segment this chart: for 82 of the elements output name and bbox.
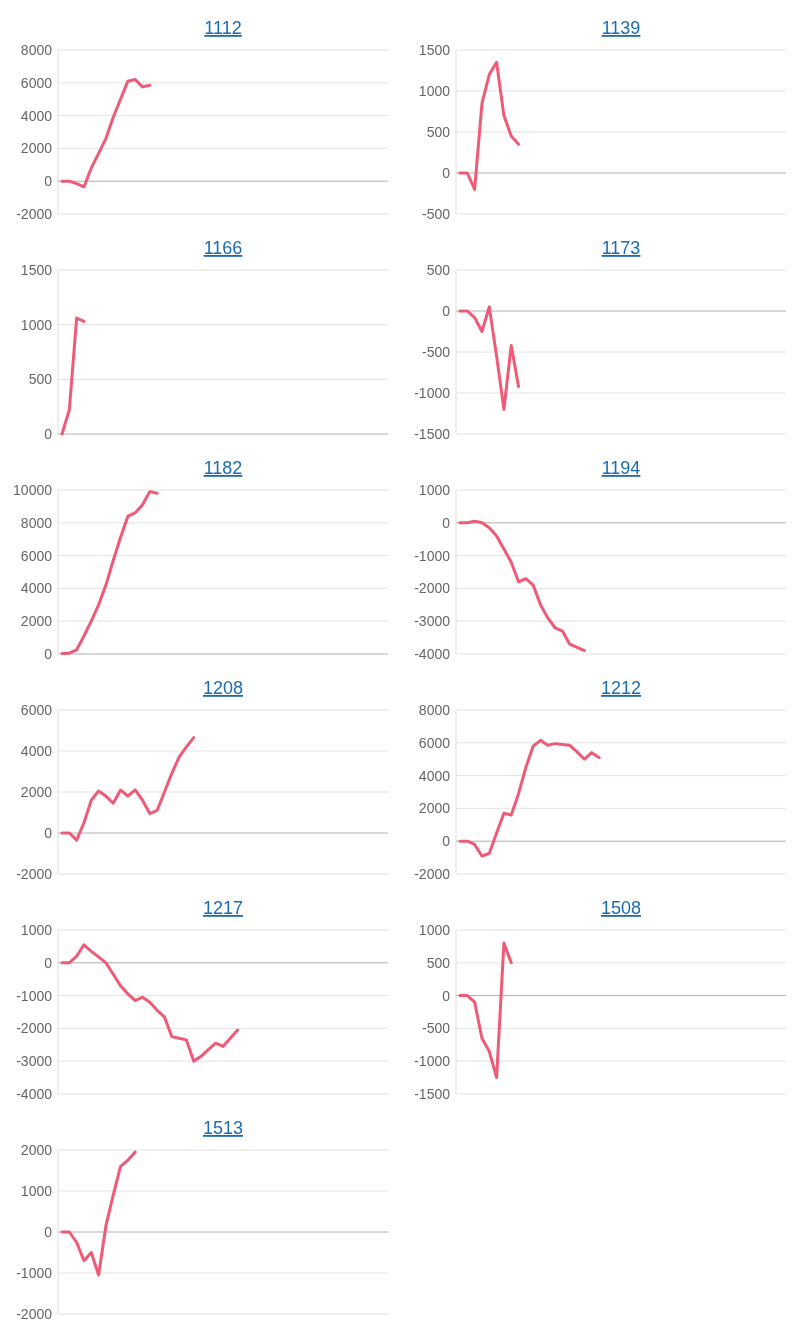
line-series: [458, 60, 521, 191]
y-tick-label: 500: [426, 954, 451, 971]
y-tick-label: 1000: [418, 82, 451, 99]
y-tick-label: -2000: [16, 205, 53, 222]
y-tick-label: 6000: [20, 547, 53, 564]
chart-title: 1173: [601, 238, 641, 258]
line-series: [60, 1150, 137, 1277]
y-tick-label: 2000: [418, 800, 451, 817]
chart-title: 1194: [601, 458, 641, 478]
y-tick-label: 6000: [20, 74, 53, 91]
y-tick-label: 0: [44, 645, 53, 662]
y-tick-label: 500: [426, 123, 451, 140]
chart-title: 1139: [601, 18, 641, 38]
line-series: [60, 943, 240, 1063]
chart-title: 1112: [204, 18, 242, 38]
y-tick-label: -500: [421, 343, 451, 360]
y-tick-label: 0: [44, 173, 53, 190]
y-tick-label: -4000: [16, 1085, 53, 1102]
line-series: [60, 490, 159, 656]
y-tick-label: -2000: [414, 865, 451, 882]
y-tick-label: 10000: [13, 481, 53, 498]
y-tick-label: -1000: [414, 547, 451, 564]
y-tick-label: -1000: [414, 1053, 451, 1070]
y-tick-label: 0: [44, 824, 53, 841]
chart-title: 1166: [203, 238, 243, 258]
y-tick-label: 0: [442, 987, 451, 1004]
y-tick-label: -2000: [16, 1020, 53, 1037]
y-tick-label: -3000: [16, 1053, 53, 1070]
y-tick-label: 2000: [20, 1141, 53, 1158]
line-series: [60, 78, 152, 189]
y-tick-label: 4000: [20, 107, 53, 124]
y-tick-label: -2000: [16, 1305, 53, 1322]
y-tick-label: 0: [442, 164, 451, 181]
line-series: [458, 738, 601, 858]
y-tick-label: 6000: [20, 701, 53, 718]
y-tick-label: -2000: [414, 580, 451, 597]
line-series: [458, 941, 513, 1080]
y-tick-label: 6000: [418, 734, 451, 751]
chart-title: 1217: [202, 898, 244, 918]
y-tick-label: 0: [44, 1223, 53, 1240]
y-tick-label: -500: [421, 205, 451, 222]
y-tick-label: 1000: [20, 1182, 53, 1199]
line-series: [60, 736, 196, 842]
y-tick-label: 1500: [20, 261, 53, 278]
y-tick-label: -1500: [414, 1085, 451, 1102]
y-tick-label: 4000: [20, 580, 53, 597]
line-series: [60, 316, 86, 436]
chart-title: 1513: [202, 1118, 244, 1138]
y-tick-label: 0: [44, 425, 53, 442]
y-tick-label: 2000: [20, 140, 53, 157]
y-tick-label: -1000: [16, 1264, 53, 1281]
y-tick-label: 2000: [20, 783, 53, 800]
y-tick-label: 1000: [20, 316, 53, 333]
y-tick-label: -500: [421, 1020, 451, 1037]
y-tick-label: 0: [44, 954, 53, 971]
y-tick-label: 4000: [418, 767, 451, 784]
line-series: [458, 519, 586, 653]
y-tick-label: 2000: [20, 613, 53, 630]
y-tick-label: 8000: [418, 701, 451, 718]
chart-title: 1212: [600, 678, 642, 698]
y-tick-label: 8000: [20, 514, 53, 531]
y-tick-label: -4000: [414, 645, 451, 662]
y-tick-label: -1500: [414, 425, 451, 442]
y-tick-label: 0: [442, 514, 451, 531]
y-tick-label: -3000: [414, 613, 451, 630]
y-tick-label: 8000: [20, 41, 53, 58]
y-tick-label: 500: [28, 371, 53, 388]
y-tick-label: 0: [442, 833, 451, 850]
chart-title: 1182: [203, 458, 243, 478]
y-tick-label: -2000: [16, 865, 53, 882]
y-tick-label: 0: [442, 302, 451, 319]
chart-title: 1208: [202, 678, 244, 698]
y-tick-label: 4000: [20, 742, 53, 759]
y-tick-label: 1000: [418, 921, 451, 938]
chart-title: 1508: [600, 898, 642, 918]
y-tick-label: -1000: [16, 987, 53, 1004]
y-tick-label: 1500: [418, 41, 451, 58]
y-tick-label: 1000: [418, 481, 451, 498]
y-tick-label: 500: [426, 261, 451, 278]
y-tick-label: 1000: [20, 921, 53, 938]
y-tick-label: -1000: [414, 384, 451, 401]
line-series: [458, 305, 521, 411]
